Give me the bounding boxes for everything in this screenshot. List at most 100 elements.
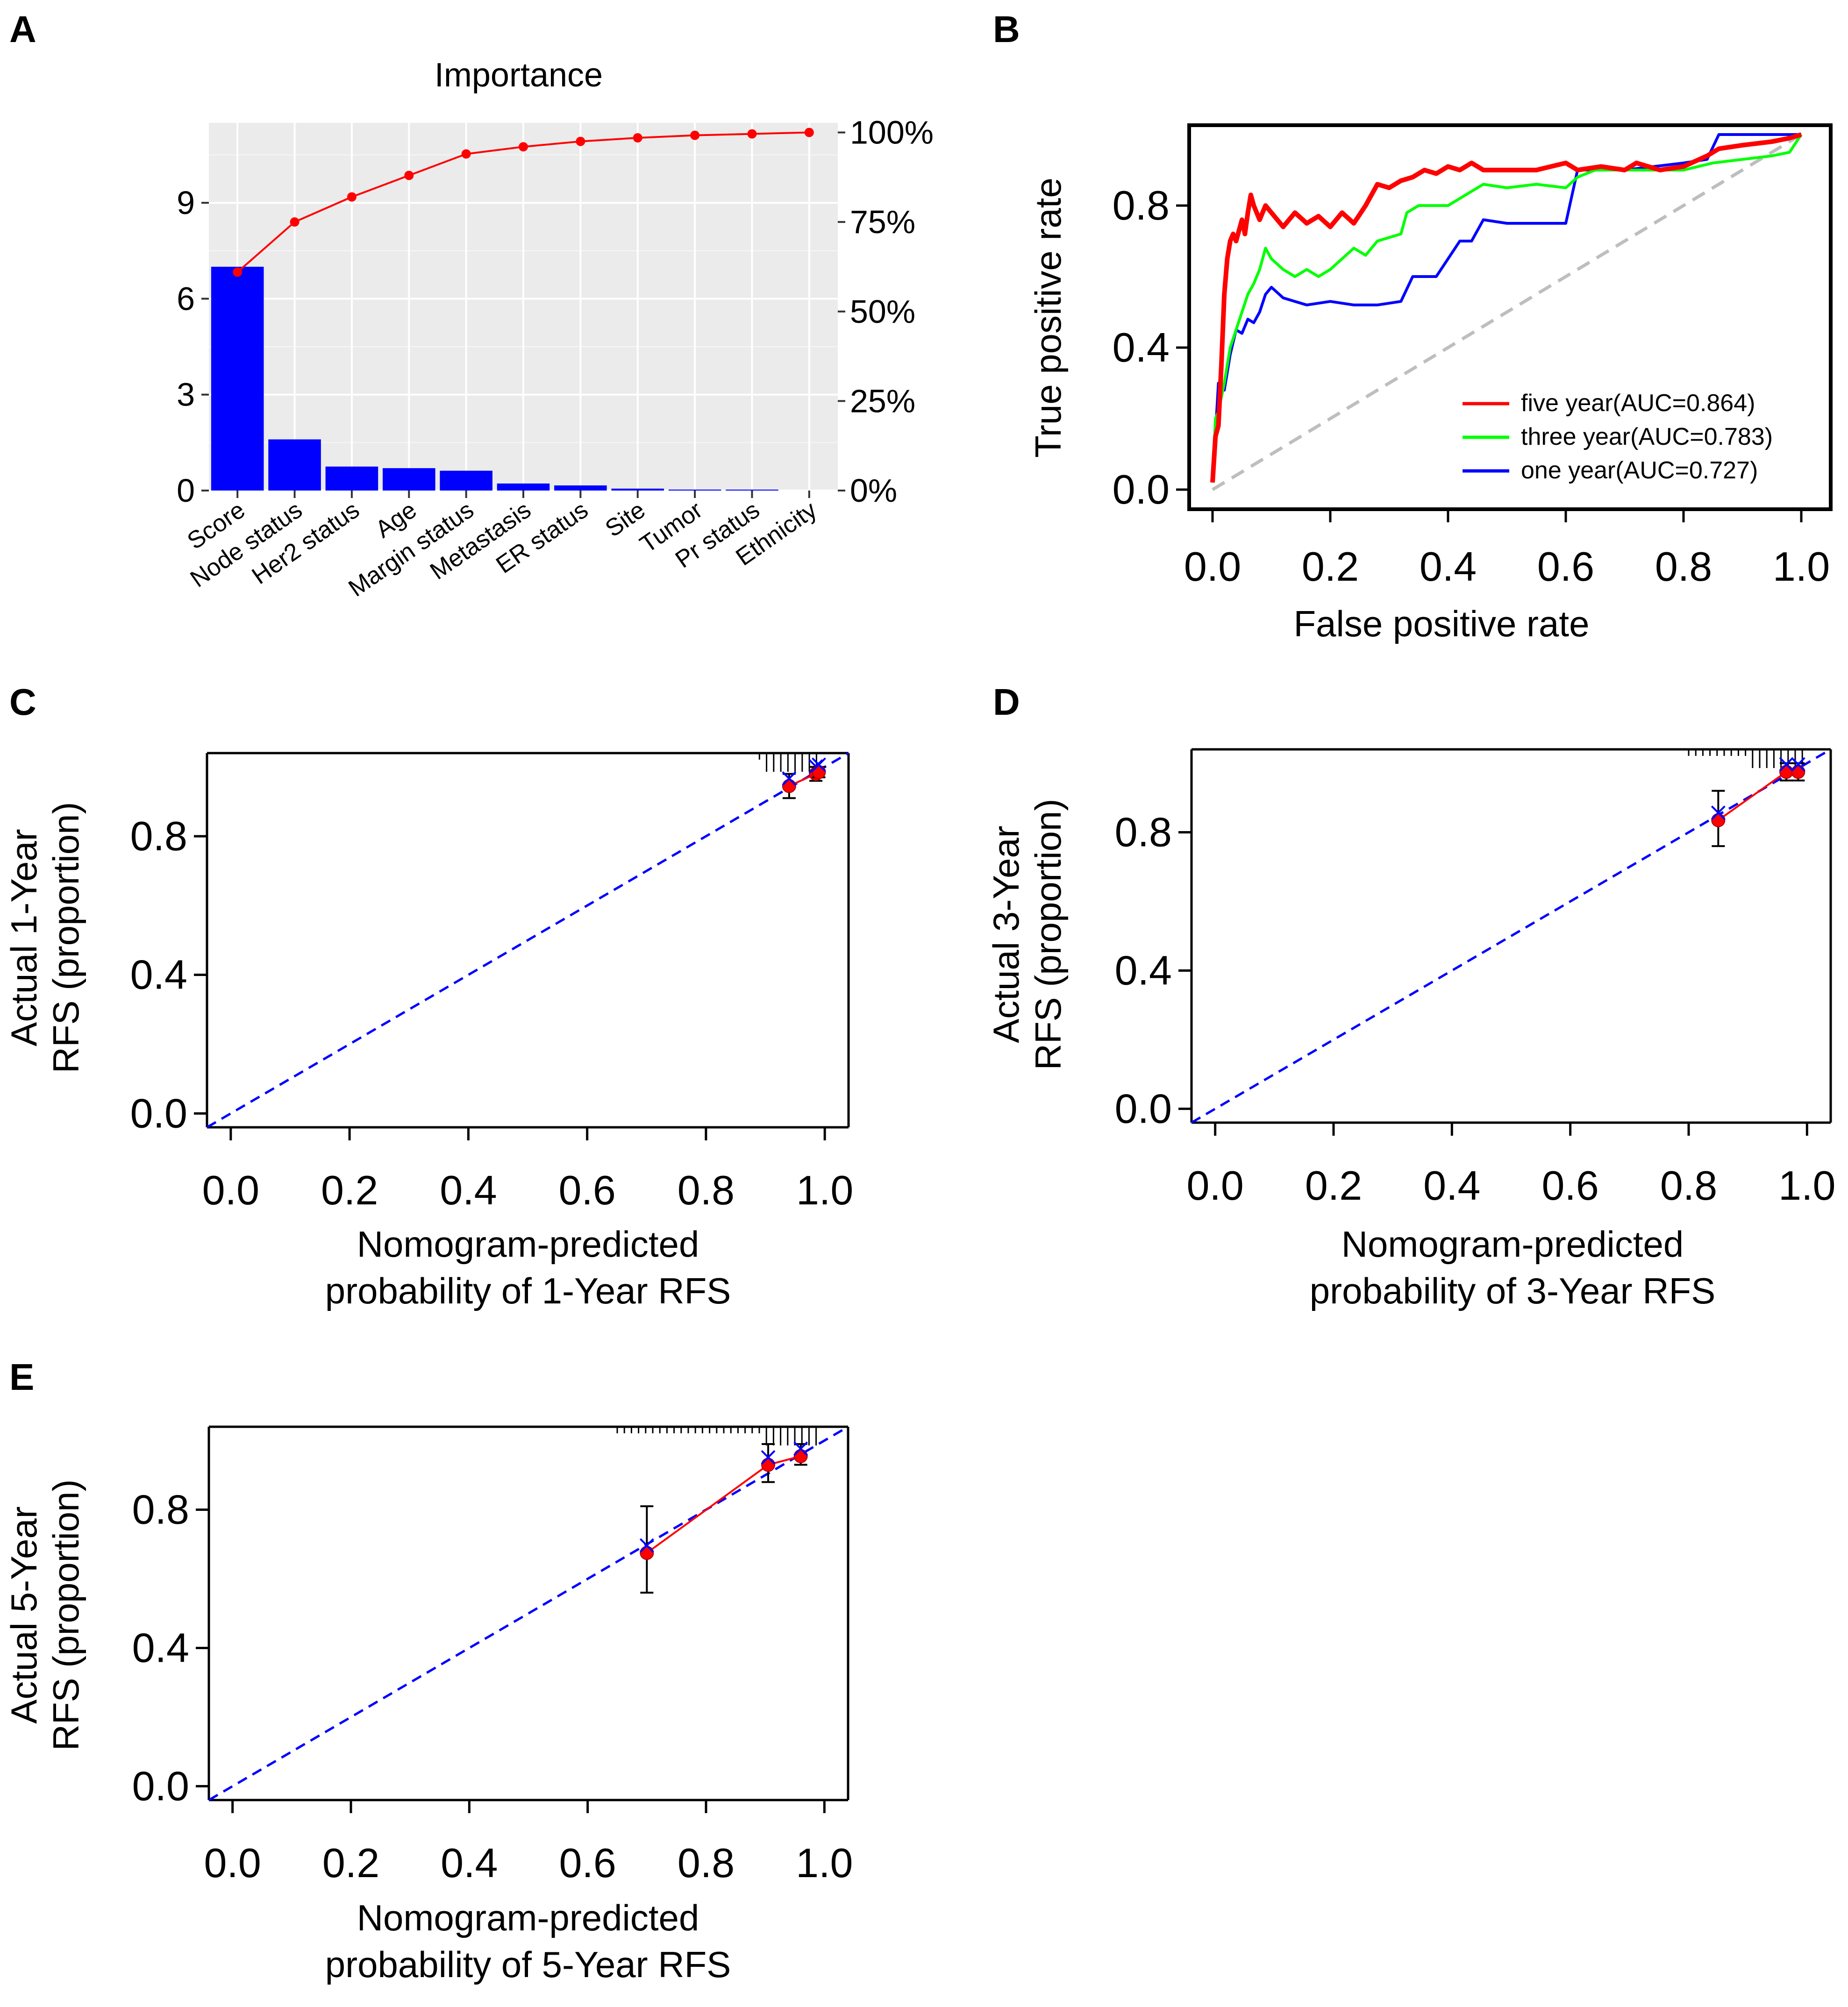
y-axis-label: Actual 1-Year — [3, 829, 44, 1046]
plot-frame — [1187, 123, 1833, 511]
bar — [726, 490, 778, 491]
y-tick-label: 0.4 — [132, 1624, 189, 1671]
panel-d-calibration-chart: 0.0 0.2 0.4 0.6 0.8 1.0 0.0 0.4 0.8 Nomogram-pred… — [985, 748, 1836, 1311]
y-tick-label: 0.0 — [132, 1763, 189, 1809]
bias-corrected-marker — [812, 757, 826, 772]
y-tick-label: 0.8 — [1115, 809, 1172, 855]
x-tick-label: 0.4 — [440, 1167, 497, 1213]
calibration-line — [646, 1455, 801, 1554]
panel-e-calibration-chart: 0.0 0.2 0.4 0.6 0.8 1.0 0.0 0.4 0.8 Nomogram-pred… — [3, 1425, 853, 1985]
x-tick-label: 1.0 — [796, 1840, 853, 1886]
y-tick-label: 0.0 — [130, 1090, 187, 1136]
panel-b-roc-chart: 0.0 0.2 0.4 0.6 0.8 1.0 0.0 0.4 0.8 False positiv… — [1027, 123, 1833, 644]
bias-corrected-marker — [793, 1441, 808, 1456]
observed-point — [793, 1449, 808, 1463]
cumulative-point — [519, 142, 528, 152]
y-tick-label: 3 — [177, 377, 195, 413]
cumulative-point — [404, 171, 414, 180]
x-tick-label: 0.0 — [1186, 1162, 1243, 1209]
y-tick-label: 6 — [177, 280, 195, 317]
x-tick-label: 0.8 — [678, 1167, 735, 1213]
bias-corrected-marker — [1791, 757, 1805, 772]
x-tick-label: 0.0 — [202, 1167, 259, 1213]
x-axis-label: Nomogram-predicted — [357, 1224, 699, 1265]
panel-label-b: B — [993, 8, 1020, 50]
x-tick-label: 0.4 — [1423, 1162, 1480, 1209]
x-tick-label: 0.4 — [1420, 543, 1477, 590]
bar — [268, 439, 321, 491]
panel-label-a: A — [9, 8, 36, 50]
x-tick-label: 0.6 — [1541, 1162, 1598, 1209]
y-axis-label: True positive rate — [1027, 178, 1069, 458]
x-tick-label: 0.8 — [1660, 1162, 1717, 1209]
panel-label-e: E — [9, 1356, 34, 1398]
y-axis-label: RFS (proportion) — [1027, 799, 1069, 1070]
y-tick-label: 0.4 — [1113, 324, 1170, 370]
bar — [611, 488, 664, 491]
bias-corrected-marker — [761, 1450, 776, 1465]
panel-c-calibration-chart: 0.0 0.2 0.4 0.6 0.8 1.0 0.0 0.4 0.8 Nomogram-pred… — [3, 752, 853, 1311]
y2-tick-label: 25% — [850, 383, 915, 419]
ideal-line — [208, 1425, 849, 1801]
bias-corrected-marker — [1711, 805, 1726, 820]
y-tick-label: 0.4 — [130, 952, 187, 998]
roc-line — [1211, 134, 1803, 483]
y-tick-label: 0 — [177, 472, 195, 509]
y-tick-label: 9 — [177, 185, 195, 221]
bar — [497, 483, 550, 491]
y-tick-label: 0.8 — [130, 813, 187, 859]
bias-corrected-marker — [639, 1538, 654, 1553]
legend-label: one year(AUC=0.727) — [1521, 457, 1758, 484]
bias-corrected-marker — [782, 771, 797, 786]
x-tick-label: 1.0 — [1778, 1162, 1835, 1209]
reference-line — [1212, 133, 1802, 491]
legend-label: three year(AUC=0.783) — [1521, 423, 1773, 450]
x-tick-label: 0.2 — [1302, 543, 1359, 590]
y-tick-label: 0.0 — [1115, 1085, 1172, 1132]
y2-tick-label: 0% — [850, 472, 897, 509]
y2-tick-label: 75% — [850, 204, 915, 240]
y-axis-label: RFS (proportion) — [45, 1480, 86, 1751]
bar — [440, 470, 492, 491]
x-tick-label: 0.2 — [322, 1840, 379, 1886]
observed-point — [812, 765, 826, 779]
cumulative-point — [690, 130, 700, 140]
x-tick-label: 0.4 — [441, 1840, 498, 1886]
x-axis-label: Nomogram-predicted — [357, 1897, 699, 1938]
y-axis-label: Actual 5-Year — [3, 1506, 44, 1723]
x-tick-label: 0.2 — [321, 1167, 378, 1213]
observed-point — [782, 779, 796, 793]
bar — [325, 466, 378, 491]
observed-point — [640, 1546, 654, 1560]
legend-label: five year(AUC=0.864) — [1521, 390, 1755, 417]
x-axis-label: False positive rate — [1294, 603, 1590, 644]
x-axis-label: probability of 3-Year RFS — [1310, 1270, 1716, 1311]
x-tick-label: 0.8 — [1655, 543, 1712, 590]
x-tick-label: 0.6 — [558, 1167, 615, 1213]
bias-corrected-marker — [1779, 757, 1794, 772]
ideal-line — [1191, 748, 1832, 1124]
chart-title: Importance — [435, 57, 603, 94]
cumulative-point — [747, 129, 757, 139]
y2-tick-label: 100% — [850, 114, 934, 151]
y-tick-label: 0.8 — [132, 1487, 189, 1533]
y-tick-label: 0.0 — [1113, 466, 1170, 512]
x-tick-label: 0.2 — [1305, 1162, 1362, 1209]
y-axis-label: Actual 3-Year — [985, 826, 1027, 1043]
cumulative-point — [347, 192, 357, 202]
x-axis-label: Nomogram-predicted — [1341, 1224, 1684, 1265]
x-tick-label: 0.6 — [559, 1840, 616, 1886]
cumulative-point — [461, 149, 471, 159]
observed-point — [1711, 813, 1726, 827]
x-tick-label: 0.0 — [204, 1840, 261, 1886]
x-axis-label: probability of 5-Year RFS — [325, 1944, 731, 1985]
ideal-line — [206, 752, 849, 1129]
cumulative-point — [290, 217, 300, 227]
y-tick-label: 0.4 — [1115, 947, 1172, 993]
cumulative-point — [804, 128, 814, 137]
x-tick-label: 0.0 — [1184, 543, 1241, 590]
observed-point — [761, 1458, 775, 1472]
cumulative-point — [576, 136, 585, 146]
